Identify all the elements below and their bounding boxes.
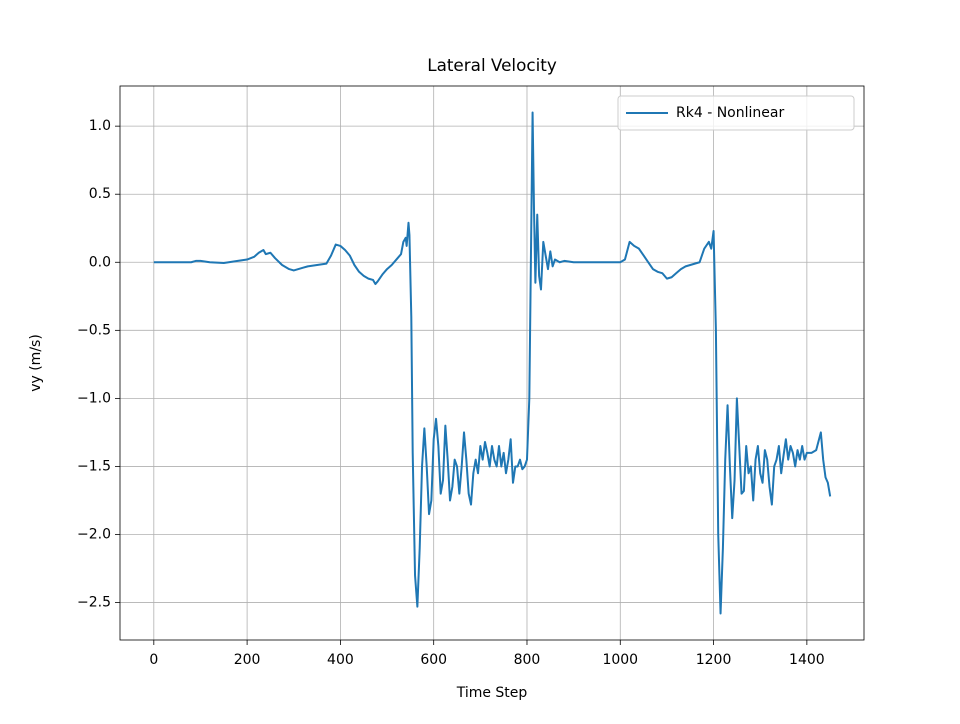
y-tick-label: 1.0 bbox=[89, 118, 111, 134]
x-tick-label: 400 bbox=[327, 652, 354, 668]
legend-label: Rk4 - Nonlinear bbox=[676, 105, 784, 121]
y-tick-label: −2.0 bbox=[77, 527, 111, 543]
x-tick-label: 1000 bbox=[602, 652, 638, 668]
x-tick-label: 200 bbox=[234, 652, 261, 668]
x-tick-label: 1200 bbox=[696, 652, 732, 668]
y-tick-label: −2.5 bbox=[77, 595, 111, 611]
y-tick-label: 0.5 bbox=[89, 186, 111, 202]
x-tick-label: 1400 bbox=[789, 652, 825, 668]
x-axis-label: Time Step bbox=[456, 685, 528, 701]
data-line bbox=[153, 111, 832, 615]
y-tick-label: 0.0 bbox=[89, 254, 111, 270]
x-tick-label: 600 bbox=[420, 652, 447, 668]
y-tick-label: −1.0 bbox=[77, 390, 111, 406]
x-tick-label: 800 bbox=[514, 652, 541, 668]
x-tick-label: 0 bbox=[149, 652, 158, 668]
chart-title: Lateral Velocity bbox=[427, 55, 557, 75]
y-axis-label: vy (m/s) bbox=[28, 334, 44, 392]
y-tick-label: −1.5 bbox=[77, 458, 111, 474]
y-tick-label: −0.5 bbox=[77, 322, 111, 338]
plot-frame bbox=[119, 85, 865, 641]
legend-box bbox=[617, 95, 855, 131]
